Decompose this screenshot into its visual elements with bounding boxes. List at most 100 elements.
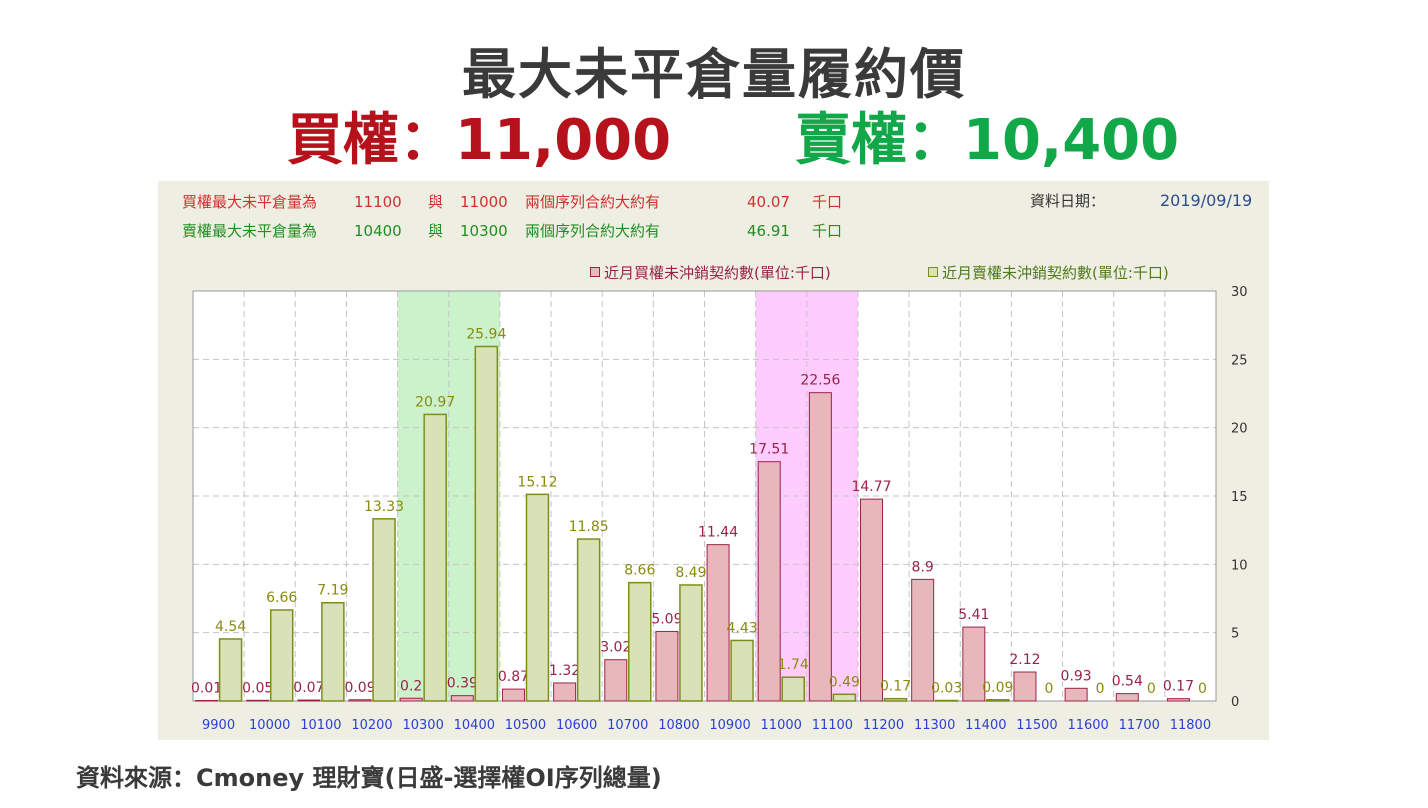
call-bar xyxy=(1115,693,1139,702)
put-value-label: 20.97 xyxy=(415,394,455,410)
call-bar xyxy=(501,688,525,702)
put-value-label: 6.66 xyxy=(266,590,297,606)
x-tick-label: 10500 xyxy=(505,718,546,733)
x-tick-label: 11000 xyxy=(761,718,802,733)
put-value-label: 0.17 xyxy=(880,679,911,695)
chart-panel: 買權最大未平倉量為 11100 與 11000 兩個序列合約大約有 40.07 … xyxy=(158,181,1269,740)
call-value-label: 2.12 xyxy=(1009,652,1040,668)
put-bar xyxy=(628,581,652,702)
call-info-unit: 千口 xyxy=(812,193,843,211)
put-value-label: 8.66 xyxy=(624,563,655,579)
x-tick-label: 10200 xyxy=(351,718,392,733)
legend-put-label: 近月賣權未沖銷契約數(單位:千口) xyxy=(942,264,1169,282)
call-value-label: 0.87 xyxy=(498,669,529,685)
put-bar xyxy=(423,413,447,702)
call-bar xyxy=(1064,687,1088,702)
call-bar xyxy=(706,544,730,702)
plot-frame xyxy=(192,290,1217,702)
put-value-label: 4.54 xyxy=(215,619,246,635)
put-bar xyxy=(934,699,959,702)
put-value-label: 0 xyxy=(1147,681,1156,697)
call-value-label: 0.07 xyxy=(293,680,324,696)
call-value-label: 0.17 xyxy=(1163,679,1194,695)
put-bar xyxy=(321,601,345,702)
call-bar xyxy=(399,697,423,702)
call-value-label: 0.09 xyxy=(344,680,375,696)
put-info-desc: 兩個序列合約大約有 xyxy=(525,222,661,240)
call-info-label: 買權最大未平倉量為 xyxy=(182,193,318,211)
put-bar xyxy=(474,345,499,702)
put-value-label: 0.09 xyxy=(982,680,1013,696)
put-value-label: 25.94 xyxy=(466,326,506,342)
call-value-label: 0.93 xyxy=(1061,668,1092,684)
put-value-label: 0.49 xyxy=(829,674,860,690)
put-bar xyxy=(576,538,601,702)
call-value-label: 0.05 xyxy=(242,680,273,696)
call-bar xyxy=(1166,698,1190,702)
call-value-label: 22.56 xyxy=(800,373,840,389)
y-tick-label: 5 xyxy=(1231,627,1239,642)
x-tick-label: 11300 xyxy=(914,718,955,733)
call-value-label: 1.32 xyxy=(549,663,580,679)
y-tick-label: 10 xyxy=(1231,558,1248,573)
put-value-label: 0 xyxy=(1198,681,1207,697)
call-info-desc: 兩個序列合約大約有 xyxy=(525,193,661,211)
call-bar xyxy=(911,578,935,702)
legend-call-swatch xyxy=(590,267,600,277)
legend-put-swatch xyxy=(928,267,938,277)
legend-call: 近月買權未沖銷契約數(單位:千口) xyxy=(590,263,831,283)
put-bar xyxy=(525,493,550,702)
put-info-label: 賣權最大未平倉量為 xyxy=(182,222,318,240)
put-bar xyxy=(986,699,1010,702)
put-value-label: 7.19 xyxy=(317,583,348,599)
call-max-oi-strike: 買權：11,000 xyxy=(287,108,672,173)
y-tick-label: 30 xyxy=(1231,285,1248,300)
put-info-strike1: 10400 xyxy=(354,222,402,240)
put-info-amount: 46.91 xyxy=(747,222,790,240)
x-tick-label: 11800 xyxy=(1170,718,1211,733)
x-tick-label: 10700 xyxy=(607,718,648,733)
put-bar xyxy=(269,609,294,702)
call-info-strike1: 11100 xyxy=(354,193,402,211)
put-value-label: 15.12 xyxy=(517,474,557,490)
put-value-label: 11.85 xyxy=(569,519,609,535)
put-bar xyxy=(679,584,703,702)
call-bar xyxy=(1013,671,1037,702)
call-bar xyxy=(450,695,474,702)
call-bar xyxy=(604,659,628,702)
oi-bar-chart: 0.014.5499000.056.66100000.077.19101000.… xyxy=(191,285,1248,733)
x-tick-label: 9900 xyxy=(202,718,235,733)
call-value-label: 5.41 xyxy=(958,607,989,623)
date-label: 資料日期： xyxy=(1030,192,1106,210)
call-bar xyxy=(655,630,679,702)
call-value-label: 0.2 xyxy=(400,678,422,694)
x-tick-label: 11600 xyxy=(1067,718,1108,733)
put-bar xyxy=(730,639,754,702)
call-value-label: 0.39 xyxy=(447,676,478,692)
call-value-label: 0.54 xyxy=(1112,674,1143,690)
put-value-label: 0 xyxy=(1045,681,1054,697)
put-value-label: 8.49 xyxy=(675,565,706,581)
call-bar xyxy=(553,682,577,702)
call-bar xyxy=(757,461,781,702)
call-bar xyxy=(195,700,219,702)
y-tick-label: 20 xyxy=(1231,422,1248,437)
call-value-label: 17.51 xyxy=(749,442,789,458)
call-bar xyxy=(348,699,372,702)
call-bar xyxy=(297,699,321,702)
call-info-amount: 40.07 xyxy=(747,193,790,211)
x-tick-label: 10900 xyxy=(709,718,750,733)
put-value-label: 4.43 xyxy=(726,620,757,636)
y-tick-label: 0 xyxy=(1231,695,1239,710)
put-bar xyxy=(832,693,857,702)
legend-put: 近月賣權未沖銷契約數(單位:千口) xyxy=(928,263,1169,283)
call-bar xyxy=(860,498,884,702)
y-tick-label: 15 xyxy=(1231,490,1248,505)
source-note: 資料來源：Cmoney 理財寶(日盛-選擇權OI序列總量) xyxy=(76,764,662,792)
call-info-conj: 與 xyxy=(428,193,444,211)
call-value-label: 11.44 xyxy=(698,525,738,541)
x-tick-label: 11700 xyxy=(1119,718,1160,733)
call-value-label: 3.02 xyxy=(600,640,631,656)
x-tick-label: 10000 xyxy=(249,718,290,733)
put-info-strike2: 10300 xyxy=(460,222,508,240)
